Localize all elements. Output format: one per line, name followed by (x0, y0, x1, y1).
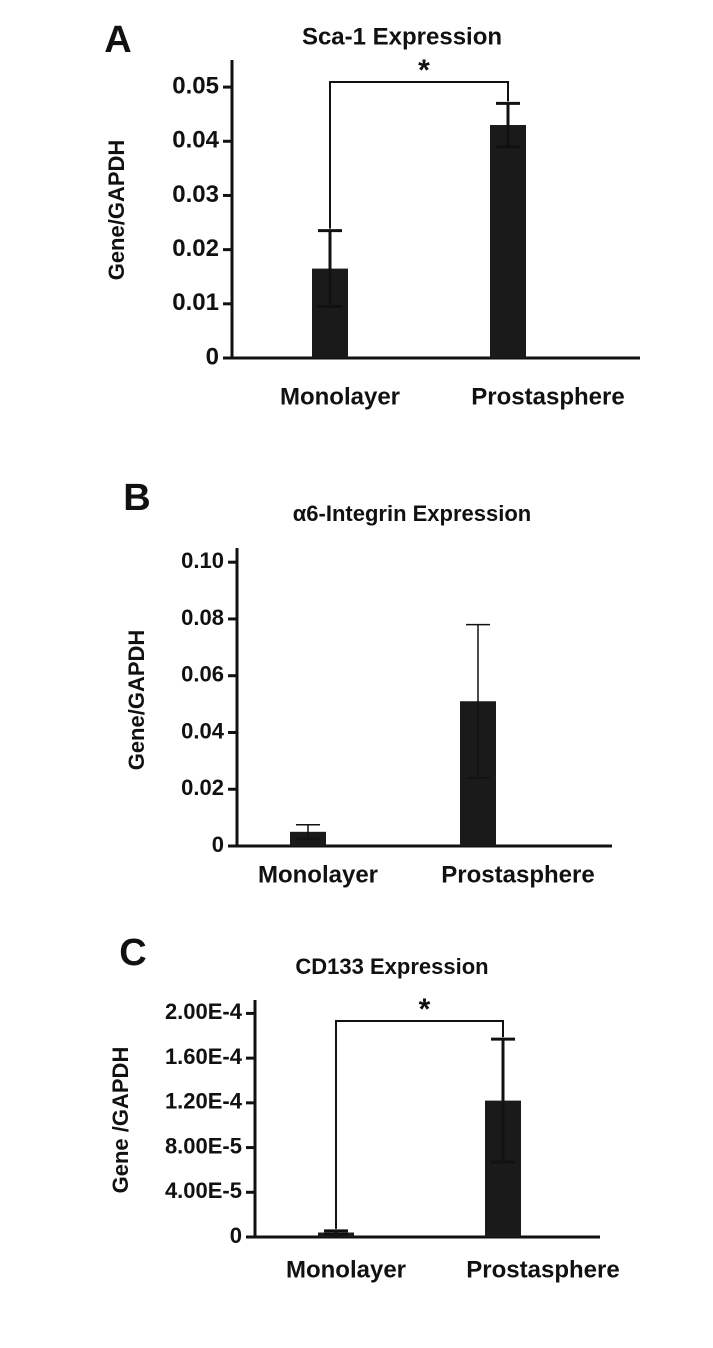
error-bar (318, 229, 342, 309)
x-tick-label: Monolayer (280, 383, 400, 410)
y-tick-label: 0.05 (172, 72, 219, 99)
x-tick-label: Prostasphere (466, 1256, 619, 1283)
y-tick-label: 0.10 (181, 548, 224, 573)
error-bar (491, 1037, 515, 1164)
significance-bracket (335, 1020, 504, 1229)
y-tick-label: 0.02 (181, 775, 224, 800)
y-tick-label: 8.00E-5 (165, 1133, 242, 1158)
y-tick-label: 1.60E-4 (165, 1044, 243, 1069)
significance-bracket (329, 81, 509, 229)
x-tick-label: Prostasphere (441, 861, 594, 888)
panel-label: A (104, 19, 131, 61)
y-tick-label: 0.01 (172, 289, 219, 316)
bar (490, 125, 526, 358)
y-tick-label: 0.04 (181, 718, 225, 743)
y-tick-label: 0 (206, 343, 219, 370)
panel-label: C (119, 932, 146, 974)
chart-title: Sca-1 Expression (302, 23, 502, 50)
significance-marker: * (419, 993, 431, 1026)
error-bar (324, 1229, 348, 1236)
y-tick-label: 1.20E-4 (165, 1089, 243, 1114)
x-tick-label: Monolayer (286, 1256, 406, 1283)
y-axis-label: Gene/GAPDH (104, 140, 129, 281)
panel-label: B (123, 477, 150, 519)
chart-title: CD133 Expression (295, 954, 488, 979)
y-axis-label: Gene /GAPDH (108, 1047, 133, 1194)
error-bar (296, 823, 320, 840)
y-tick-label: 2.00E-4 (165, 999, 243, 1024)
x-tick-label: Monolayer (258, 861, 378, 888)
y-tick-label: 0 (230, 1223, 242, 1248)
y-tick-label: 0.02 (172, 235, 219, 262)
significance-marker: * (418, 54, 430, 87)
y-tick-label: 0.04 (172, 127, 219, 154)
chart-title: α6-Integrin Expression (293, 501, 531, 526)
error-bar (496, 101, 520, 149)
y-tick-label: 0.06 (181, 662, 224, 687)
x-tick-label: Prostasphere (471, 383, 624, 410)
y-tick-label: 0 (212, 832, 224, 857)
y-tick-label: 0.08 (181, 605, 224, 630)
y-tick-label: 0.03 (172, 181, 219, 208)
y-axis-label: Gene/GAPDH (124, 630, 149, 771)
y-tick-label: 4.00E-5 (165, 1178, 242, 1203)
error-bar (466, 623, 490, 779)
